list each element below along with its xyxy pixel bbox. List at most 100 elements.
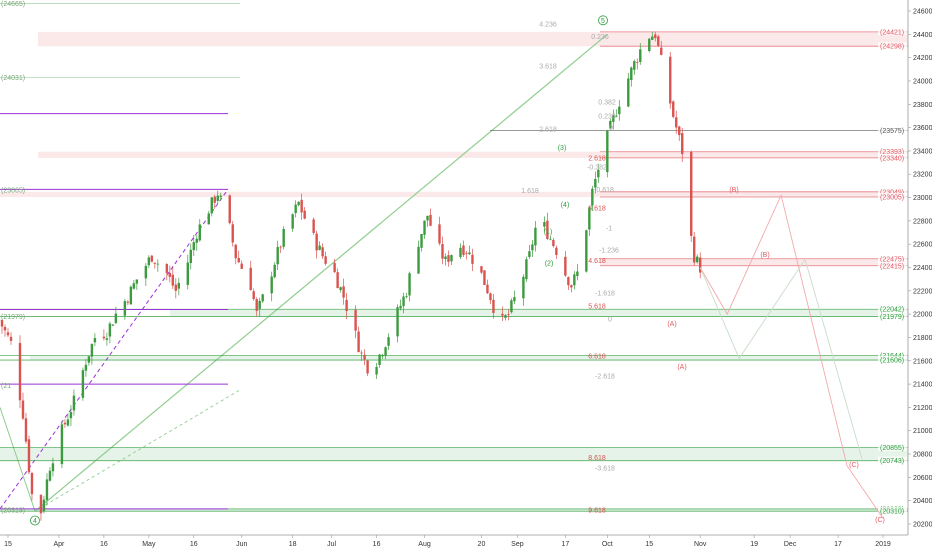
fib-label: -1.618 [595,291,615,298]
candle-body [555,247,558,255]
candle-body [228,195,231,224]
level-label: (24298) [880,44,904,51]
candle-body [171,274,175,286]
wave-label: (3) [558,145,567,152]
wave-label: (A) [677,364,686,371]
candle-body [321,247,324,257]
fib-label: -0.618 [594,187,614,194]
candle-body [546,220,549,239]
candle-body [168,272,172,277]
wave-circle [598,15,608,26]
price-axis[interactable]: 20200 20400 20600 20800 21000 21200 21400 21600… [907,0,932,535]
level-label-bg [878,126,907,135]
wave-label: (1) [544,229,553,236]
price-tick-label: 22000 [913,312,932,319]
fib-label: -0.382 [587,165,607,172]
left-label: (21 [1,383,11,390]
candle-body [72,395,76,411]
wave-label: (B) [760,252,769,259]
candle-body [156,263,160,265]
candle-body [42,499,46,512]
candle-body [660,47,663,55]
candle-body [468,252,471,255]
candle-body [504,315,507,318]
candle-body [417,246,420,274]
candle-body [564,256,567,276]
fib-label: 1.618 [521,188,539,195]
candle-body [210,197,213,214]
wave-label: (C) [875,517,885,524]
candle-body [612,114,615,122]
fib-label: 4.618 [588,258,606,265]
candle-body [576,271,579,277]
candle-body [300,199,303,213]
wave-label: (2) [545,260,554,267]
candle-body [249,267,252,291]
candle-body [111,324,115,326]
candle-body [447,255,450,262]
candle-body [426,215,429,221]
price-tick-label: 20800 [913,452,932,459]
candle-body [633,61,636,70]
fib-label: 9.618 [588,508,606,515]
candle-body [315,233,318,251]
candle-body [552,239,555,247]
level-label: (23340) [880,155,904,162]
candle-body [192,242,195,251]
candle-body [39,494,43,514]
candle-body [150,255,154,262]
candle-body [219,195,222,198]
candle-body [276,247,279,265]
candle-body [441,244,444,259]
candle-body [195,238,198,243]
candle-body [30,473,34,495]
price-tick-label: 21000 [913,428,932,435]
candle-body [513,297,516,302]
time-tick-label: Sep [511,541,524,548]
candle-body [63,422,67,425]
level-label: (20310) [880,509,904,516]
level-label: (23393) [880,149,904,156]
price-tick-label: 20200 [913,522,932,529]
price-tick-label: 21800 [913,335,932,342]
candle-body [291,214,294,229]
time-axis[interactable]: 15 Apr 16 May 16 Jun 18 Jul 16 Aug 20 Sep 17 Oct 15 Nov… [0,534,908,548]
candle-body [699,257,702,273]
time-tick-label: Apr [53,541,65,548]
price-tick-label: 22600 [913,242,932,249]
fib-label: 8.618 [588,455,606,462]
wave-label: (B) [729,187,738,194]
candle-body [24,418,28,442]
candle-body [126,301,130,303]
wave-label: 5 [601,18,605,25]
time-tick-label: 17 [834,541,842,548]
fib-label: 0.382 [598,99,616,106]
candle-body [588,207,591,230]
price-tick-label: 23000 [913,195,932,202]
zone-band [0,191,908,197]
candle-body [630,67,633,81]
fib-label: 0.236 [598,113,616,120]
candle-body [402,296,405,307]
time-tick-label: 17 [561,541,569,548]
wave-label: (A) [667,321,676,328]
candle-body [639,49,642,63]
candle-body [45,479,49,501]
candle-body [384,347,387,356]
trendline-dashed [34,389,241,512]
candle-body [129,286,133,305]
zone-band [38,31,908,47]
candle-body [522,276,525,299]
level-label: (20855) [880,445,904,452]
level-label: (21606) [880,358,904,365]
time-tick-label: 16 [373,541,381,548]
candle-body [6,332,10,336]
trendline-violet [0,189,229,510]
candle-body [438,224,441,244]
candle-body [375,366,378,375]
price-tick-label: 20600 [913,475,932,482]
zone-band [30,355,908,361]
candle-body [234,244,237,259]
zone-band [0,508,908,512]
